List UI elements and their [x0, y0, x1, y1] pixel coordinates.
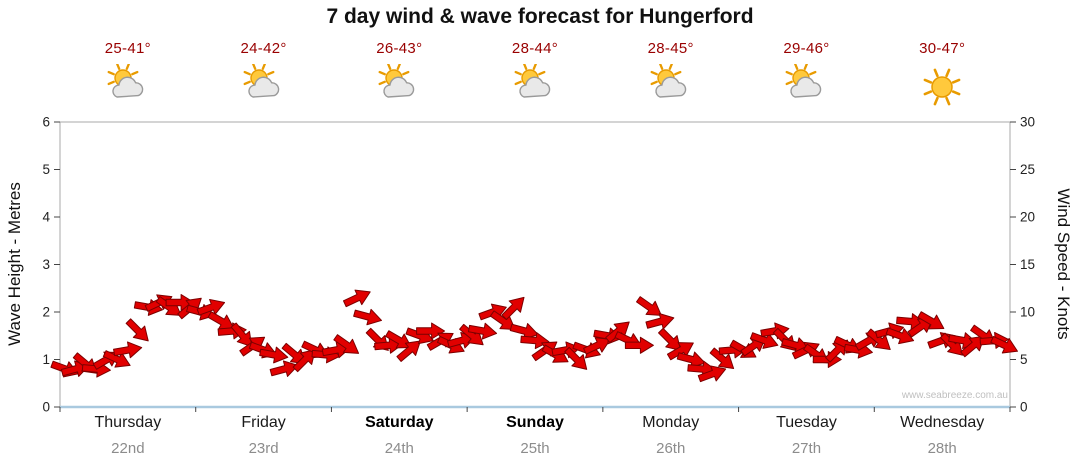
day-label: Friday 23rd [196, 414, 332, 457]
temp-range: 28-45° [647, 40, 694, 57]
temp-range: 29-46° [783, 40, 830, 57]
wind-arrow [749, 332, 779, 349]
day-header: 26-43° [331, 40, 467, 110]
wind-arrow [501, 296, 525, 320]
wind-arrow [885, 327, 915, 345]
wind-arrow [697, 365, 727, 383]
wind-arrow [196, 298, 226, 316]
right-tick-label: 10 [1020, 305, 1035, 320]
day-name: Sunday [506, 414, 564, 431]
wind-arrow [113, 341, 143, 359]
left-tick-label: 5 [42, 162, 50, 177]
day-date: 28th [927, 440, 957, 457]
sun-cloud-icon [105, 62, 151, 110]
wind-arrow [520, 332, 550, 350]
wind-arrow [396, 340, 421, 362]
day-name: Saturday [365, 414, 434, 431]
wind-arrow [416, 322, 446, 340]
right-tick-label: 5 [1020, 352, 1028, 367]
left-tick-label: 2 [42, 305, 50, 320]
day-label: Tuesday 27th [739, 414, 875, 457]
day-date: 27th [791, 440, 822, 457]
plot-frame [59, 121, 1011, 408]
wind-arrow [259, 346, 289, 364]
wind-arrow [564, 346, 588, 370]
sun-cloud-icon [376, 62, 422, 110]
left-tick-label: 4 [42, 210, 50, 225]
wind-arrow [666, 342, 694, 361]
wind-arrow [658, 327, 682, 351]
temp-range: 30-47° [919, 40, 966, 57]
temp-range: 28-44° [511, 40, 559, 57]
wind-arrow [990, 335, 1018, 354]
wind-arrow [709, 347, 735, 369]
sun-cloud-icon [512, 62, 558, 110]
temp-range: 24-42° [240, 40, 287, 57]
left-tick-label: 6 [42, 115, 50, 130]
sun-cloud-icon [241, 62, 287, 110]
day-header: 25-41° [60, 40, 196, 110]
right-tick-label: 20 [1020, 210, 1035, 225]
day-header: 29-46° [739, 40, 875, 110]
day-name: Wednesday [900, 414, 985, 431]
wind-arrow [478, 303, 507, 321]
day-date: 22nd [111, 440, 145, 457]
day-label: Monday 26th [603, 414, 739, 457]
wind-arrow [907, 317, 934, 338]
day-name: Friday [241, 414, 286, 431]
wind-arrow [353, 308, 383, 326]
day-label: Saturday 24th [331, 414, 467, 457]
day-header: 28-45° [603, 40, 739, 110]
day-name: Tuesday [776, 414, 837, 431]
left-tick-label: 0 [42, 400, 50, 415]
day-header: 24-42° [196, 40, 332, 110]
day-date: 26th [656, 440, 686, 457]
wind-arrow [342, 289, 371, 308]
day-label: Thursday 22nd [60, 414, 196, 457]
wind-arrow [102, 350, 131, 368]
wind-arrow [917, 311, 945, 330]
sun-cloud-icon [648, 62, 694, 110]
x-axis-labels: Thursday 22nd Friday 23rd Saturday 24th Sunday… [60, 414, 1010, 457]
day-header: 30-47° [874, 40, 1010, 110]
wind-arrow [645, 313, 675, 330]
wind-arrow [939, 332, 963, 356]
temp-range: 26-43° [376, 40, 423, 57]
wind-arrow [467, 322, 498, 340]
wind-arrow [583, 337, 611, 355]
sun-cloud-icon [783, 62, 829, 110]
day-date: 24th [384, 440, 414, 457]
day-date: 25th [520, 440, 550, 457]
left-tick-label: 3 [42, 257, 50, 272]
day-date: 23rd [248, 440, 279, 457]
sun-icon [919, 64, 965, 110]
day-label: Sunday 25th [467, 414, 603, 457]
right-tick-label: 15 [1020, 257, 1035, 272]
left-tick-label: 1 [42, 352, 50, 367]
temp-range: 25-41° [104, 40, 151, 57]
right-tick-label: 30 [1020, 115, 1035, 130]
wind-arrow [125, 318, 149, 342]
day-name: Monday [642, 414, 700, 431]
wind-arrow [866, 328, 891, 350]
right-tick-label: 25 [1020, 162, 1035, 177]
right-tick-label: 0 [1020, 400, 1028, 415]
chart-title: 7 day wind & wave forecast for Hungerfor… [326, 5, 754, 28]
day-name: Thursday [94, 414, 162, 431]
wind-arrow [635, 296, 662, 316]
day-header: 28-44° [467, 40, 603, 110]
wind-arrow [269, 360, 299, 377]
day-label: Wednesday 28th [874, 414, 1010, 457]
day-header-row: 25-41° 24-42° 26-43° 28-44° 28-45° 29-46° 30-4… [60, 40, 1010, 110]
wind-arrow [624, 336, 654, 354]
watermark: www.seabreeze.com.au [901, 390, 1008, 401]
wind-arrow [230, 322, 253, 348]
wind-arrow [385, 330, 412, 349]
wind-arrow [333, 334, 360, 354]
